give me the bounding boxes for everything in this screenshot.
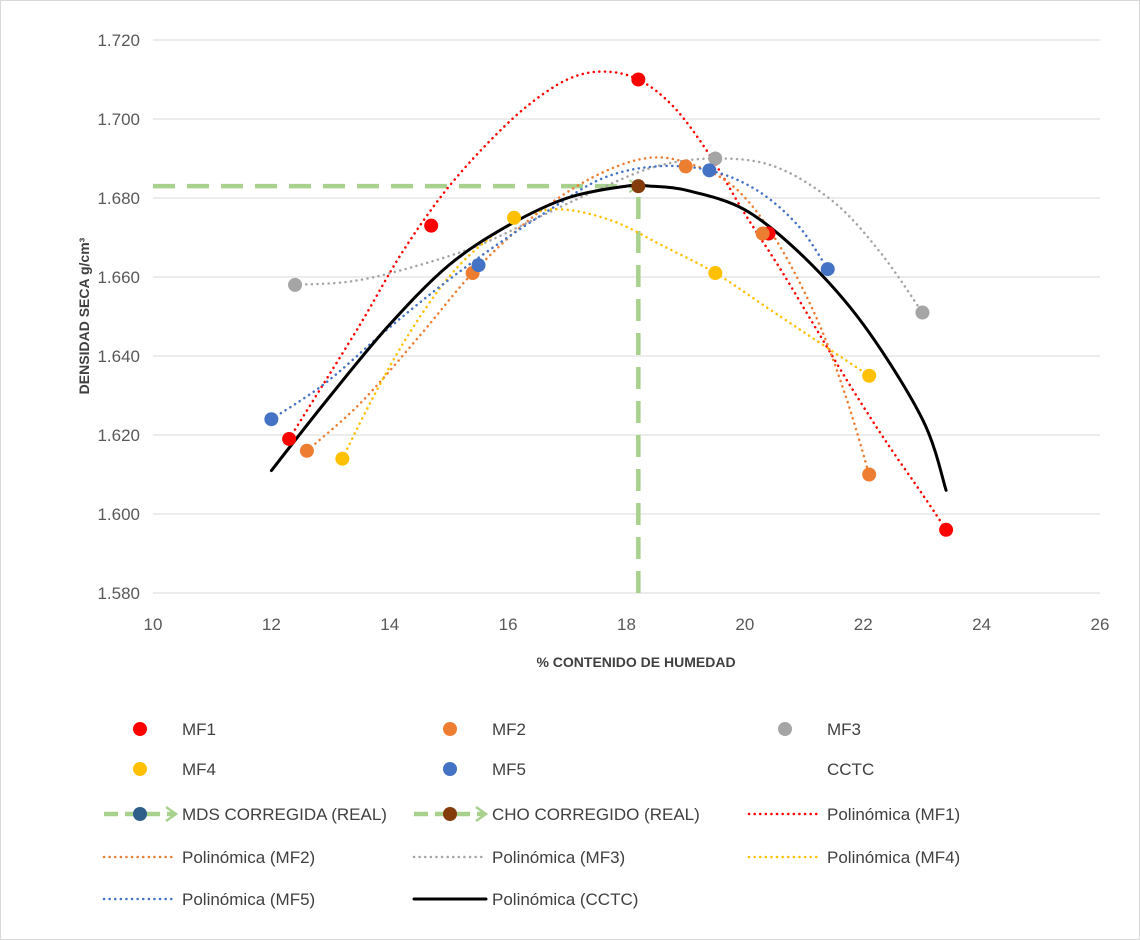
data-point [820, 262, 835, 277]
x-tick-label: 26 [1091, 615, 1110, 634]
x-tick-label: 16 [499, 615, 518, 634]
legend-label: Polinómica (MF2) [182, 848, 315, 867]
data-point [424, 218, 439, 233]
legend-item: CCTC [827, 760, 874, 779]
legend-label: Polinómica (MF5) [182, 890, 315, 909]
data-point [702, 163, 717, 178]
y-tick-label: 1.620 [97, 426, 140, 445]
legend-marker [443, 722, 457, 736]
x-tick-label: 14 [380, 615, 399, 634]
data-point [282, 431, 297, 446]
cho-point [631, 179, 646, 194]
legend-item: Polinómica (CCTC) [412, 890, 638, 909]
legend-label: Polinómica (CCTC) [492, 890, 638, 909]
data-point [335, 451, 350, 466]
plot-points [264, 72, 954, 537]
data-point [507, 210, 522, 225]
legend-label: MF2 [492, 720, 526, 739]
plot-lines [153, 70, 948, 593]
trend-line [341, 207, 871, 460]
data-point [288, 277, 303, 292]
legend-item: Polinómica (MF1) [747, 805, 960, 824]
y-axis-title: DENSIDAD SECA g/cm³ [76, 237, 92, 394]
legend-item: MF5 [443, 760, 526, 779]
data-point [708, 266, 723, 281]
trend-line [270, 164, 829, 421]
legend-item: MF1 [133, 720, 216, 739]
legend-item: MF2 [443, 720, 526, 739]
legend-label: Polinómica (MF3) [492, 848, 625, 867]
legend-item: Polinómica (MF3) [412, 848, 625, 867]
legend-label: MDS CORREGIDA (REAL) [182, 805, 387, 824]
data-point [678, 159, 693, 174]
trend-line [305, 156, 871, 476]
legend-arrowhead [475, 805, 489, 823]
legend-marker-dot [133, 807, 147, 821]
data-point [915, 305, 930, 320]
x-tick-label: 18 [617, 615, 636, 634]
legend-item: MDS CORREGIDA (REAL) [104, 805, 387, 824]
x-tick-label: 24 [972, 615, 991, 634]
legend-arrowhead [165, 805, 179, 823]
legend-marker [133, 762, 147, 776]
data-point [939, 522, 954, 537]
legend-marker [443, 762, 457, 776]
legend-item: Polinómica (MF5) [102, 890, 315, 909]
y-tick-label: 1.660 [97, 268, 140, 287]
legend-label: MF3 [827, 720, 861, 739]
legend-label: MF1 [182, 720, 216, 739]
legend-item: CHO CORREGIDO (REAL) [414, 805, 700, 824]
data-point [862, 467, 877, 482]
y-tick-label: 1.680 [97, 189, 140, 208]
legend-item: Polinómica (MF4) [747, 848, 960, 867]
data-point [471, 258, 486, 273]
legend-marker-dot [443, 807, 457, 821]
y-tick-label: 1.700 [97, 110, 140, 129]
x-tick-label: 22 [854, 615, 873, 634]
legend-item: MF4 [133, 760, 216, 779]
legend-label: CHO CORREGIDO (REAL) [492, 805, 700, 824]
x-tick-label: 20 [735, 615, 754, 634]
x-axis-ticks: 10 12 14 16 18 20 22 24 26 [144, 615, 1110, 634]
data-point [755, 226, 770, 241]
legend: MF1 MF2 MF3 MF4 MF5 CCTC MDS CORREGIDA (REAL) C… [102, 720, 960, 909]
y-tick-label: 1.720 [97, 31, 140, 50]
legend-marker [133, 722, 147, 736]
y-tick-label: 1.640 [97, 347, 140, 366]
y-tick-label: 1.580 [97, 584, 140, 603]
legend-marker [778, 722, 792, 736]
legend-label: MF5 [492, 760, 526, 779]
legend-label: CCTC [827, 760, 874, 779]
data-point [299, 443, 314, 458]
x-tick-label: 10 [144, 615, 163, 634]
legend-item: MF3 [778, 720, 861, 739]
data-point [862, 368, 877, 383]
trend-line [293, 157, 924, 314]
legend-label: MF4 [182, 760, 216, 779]
y-tick-label: 1.600 [97, 505, 140, 524]
legend-label: Polinómica (MF4) [827, 848, 960, 867]
data-point [264, 412, 279, 427]
grid-lines [153, 39, 1100, 594]
legend-item: Polinómica (MF2) [102, 848, 315, 867]
data-point [631, 72, 646, 87]
x-tick-label: 12 [262, 615, 281, 634]
y-axis-ticks: 1.580 1.600 1.620 1.640 1.660 1.680 1.700 1.720 [97, 31, 140, 603]
data-point [708, 151, 723, 166]
legend-label: Polinómica (MF1) [827, 805, 960, 824]
x-axis-title: % CONTENIDO DE HUMEDAD [536, 654, 735, 670]
